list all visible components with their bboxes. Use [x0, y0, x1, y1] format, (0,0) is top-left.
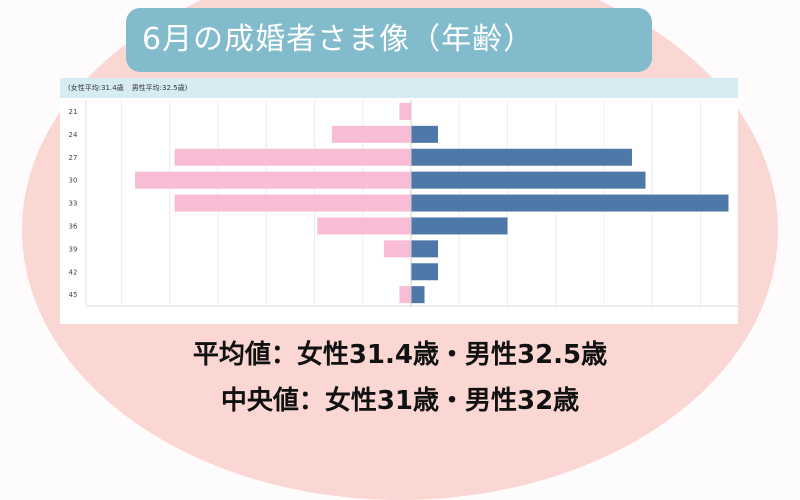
y-tick-label: 45 — [69, 291, 78, 299]
page-title: 6月の成婚者さま像（年齢） — [126, 8, 652, 72]
population-pyramid-chart: 21242730333639424530%25%20%15%10%5%0%5%1… — [69, 100, 738, 307]
y-tick-label: 27 — [69, 154, 78, 162]
chart-card: (女性平均:31.4歳 男性平均:32.5歳) 21 24 27 30 33 36 39 42 4… — [60, 78, 738, 324]
male-bar — [411, 125, 439, 143]
female-bar — [174, 194, 411, 212]
y-tick-label: 30 — [69, 177, 78, 185]
female-bar — [399, 286, 411, 304]
male-bar — [411, 263, 439, 281]
y-tick-label: 36 — [69, 222, 78, 230]
chart-header: (女性平均:31.4歳 男性平均:32.5歳) — [60, 78, 738, 98]
male-bar — [411, 148, 632, 166]
male-bar — [411, 194, 729, 212]
male-bar — [411, 217, 508, 235]
male-average-label: 男性平均:32.5歳) — [131, 84, 188, 92]
female-average-label: (女性平均:31.4歳 — [68, 84, 124, 92]
female-bar — [135, 171, 411, 189]
male-bar — [411, 240, 439, 258]
y-tick-label: 21 — [69, 108, 78, 116]
average-summary: 平均値：女性31.4歳・男性32.5歳 — [192, 340, 608, 370]
median-summary: 中央値：女性31歳・男性32歳 — [220, 386, 580, 416]
y-tick-label: 24 — [69, 131, 78, 139]
female-bar — [174, 148, 411, 166]
female-bar — [383, 240, 411, 258]
y-tick-label: 42 — [69, 268, 78, 276]
y-tick-label: 33 — [69, 200, 78, 208]
male-bar — [411, 171, 646, 189]
y-tick-label: 39 — [69, 245, 78, 253]
male-bar — [411, 286, 425, 304]
female-bar — [331, 125, 411, 143]
female-bar — [399, 102, 411, 120]
female-bar — [317, 217, 411, 235]
